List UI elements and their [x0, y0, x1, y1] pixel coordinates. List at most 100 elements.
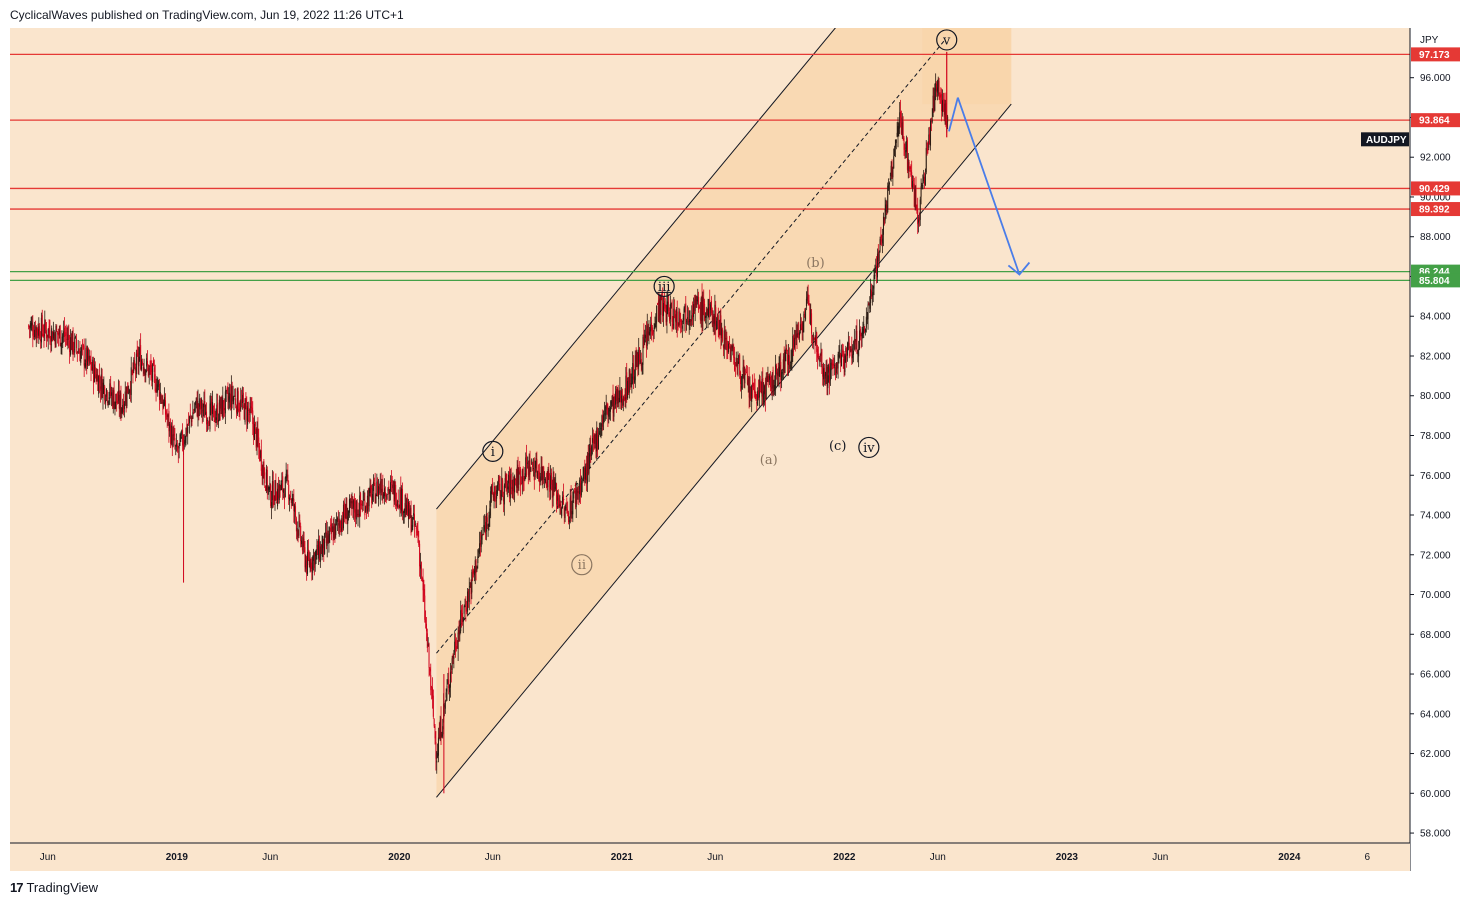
candle-body — [667, 301, 669, 305]
candle-body — [32, 326, 34, 336]
candle-body — [176, 445, 178, 451]
candle-body — [151, 368, 153, 378]
candle-body — [258, 437, 260, 448]
candle-body — [429, 668, 431, 672]
candle-body — [99, 386, 101, 391]
footer-brand[interactable]: TradingView — [26, 880, 99, 895]
candle-body — [650, 324, 652, 332]
candle-body — [416, 531, 418, 533]
candle-body — [413, 513, 415, 516]
y-tick-label: 88.000 — [1420, 232, 1451, 243]
candle-body — [867, 304, 869, 320]
candle-body — [892, 168, 894, 178]
candle-body — [459, 630, 461, 636]
candle-body — [157, 378, 159, 387]
candle-body — [126, 386, 128, 407]
candle-body — [555, 482, 557, 489]
candle-body — [386, 494, 388, 499]
candle-body — [470, 582, 472, 595]
candle-body — [556, 483, 558, 505]
candle-body — [101, 376, 103, 398]
candle-body — [256, 428, 258, 447]
candle-body — [779, 364, 781, 370]
candle-body — [343, 502, 345, 516]
candle-body — [568, 520, 570, 522]
candle-body — [445, 692, 447, 698]
candle-body — [832, 363, 834, 366]
candle-body — [726, 336, 728, 350]
candle-body — [534, 472, 536, 477]
candle-body — [235, 406, 237, 413]
candle-body — [559, 504, 561, 507]
candle-body — [351, 501, 353, 504]
candle-body — [594, 434, 596, 444]
candle-body — [381, 488, 383, 493]
candle-body — [443, 705, 445, 707]
candle-body — [810, 309, 812, 326]
candle-body — [144, 369, 146, 376]
candle-body — [835, 362, 837, 374]
candle-body — [611, 396, 613, 405]
candle-body — [713, 315, 715, 324]
candle-body — [785, 348, 787, 352]
candle-body — [182, 429, 184, 446]
candle-body — [414, 523, 416, 525]
candle-body — [886, 204, 888, 211]
candle-body — [207, 422, 209, 424]
candle-body — [723, 330, 725, 349]
candle-body — [60, 342, 62, 348]
level-badge-label: 93.864 — [1419, 116, 1450, 127]
candle-body — [590, 446, 592, 453]
candle-body — [259, 450, 261, 458]
candle-body — [342, 504, 344, 529]
candle-body — [352, 497, 354, 508]
candle-body — [841, 354, 843, 366]
candle-body — [692, 313, 694, 319]
candle-body — [194, 401, 196, 406]
candle-body — [939, 94, 941, 98]
candle-body — [787, 354, 789, 366]
candle-body — [827, 375, 829, 389]
candle-body — [242, 392, 244, 403]
candle-body — [267, 486, 269, 491]
candle-body — [780, 361, 782, 381]
candle-body — [943, 99, 945, 118]
candle-body — [938, 81, 940, 95]
candle-body — [94, 367, 96, 375]
candle-body — [230, 386, 232, 410]
candle-body — [651, 322, 653, 331]
candle-body — [796, 333, 798, 338]
candle-body — [874, 274, 876, 277]
candle-body — [408, 502, 410, 519]
candle-body — [124, 391, 126, 405]
candle-body — [632, 363, 634, 379]
candle-body — [403, 509, 405, 514]
candle-body — [452, 655, 454, 659]
candle-body — [118, 391, 120, 409]
candle-body — [589, 448, 591, 457]
candle-body — [784, 352, 786, 373]
candle-body — [46, 334, 48, 338]
candle-body — [68, 335, 70, 340]
candle-body — [859, 329, 861, 337]
candle-body — [224, 408, 226, 411]
candle-body — [289, 497, 291, 501]
x-tick-label: Jun — [930, 852, 946, 863]
candle-body — [609, 407, 611, 412]
candle-body — [280, 483, 282, 491]
candle-body — [569, 497, 571, 518]
candle-body — [72, 330, 74, 353]
candle-body — [510, 474, 512, 485]
candle-body — [818, 358, 820, 362]
candle-body — [412, 517, 414, 527]
candle-body — [833, 366, 835, 368]
level-badge — [1411, 181, 1460, 196]
candle-body — [451, 658, 453, 671]
candle-body — [717, 315, 719, 327]
candle-body — [778, 366, 780, 376]
candle-body — [787, 353, 789, 365]
candle-body — [489, 508, 491, 516]
candle-body — [506, 483, 508, 489]
